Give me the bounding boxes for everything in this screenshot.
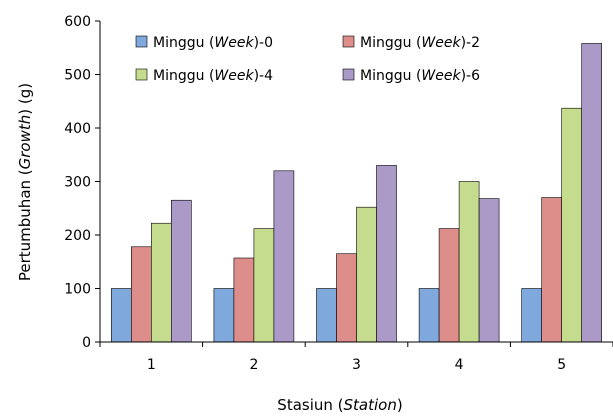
y-tick-label: 600 (64, 14, 91, 30)
legend-label-2: Minggu (Week)-4 (153, 68, 273, 84)
legend: Minggu (Week)-0 Minggu (Week)-2 Minggu (We… (135, 35, 480, 84)
legend-label-0: Minggu (Week)-0 (153, 35, 273, 51)
bar-series-3-cat-5 (581, 43, 603, 343)
bar-series-1-cat-2 (233, 257, 255, 343)
y-tick-label: 500 (64, 68, 91, 84)
bar-series-1-cat-1 (131, 246, 152, 343)
bar-series-0-cat-4 (418, 288, 440, 343)
bar-series-1-cat-3 (336, 253, 357, 343)
x-tick-label: 5 (557, 357, 566, 373)
legend-label-1: Minggu (Week)-2 (360, 35, 480, 51)
y-tick-label: 200 (64, 228, 91, 244)
bars-group (111, 43, 603, 343)
bar-series-2-cat-1 (151, 222, 172, 343)
bar-series-3-cat-3 (376, 165, 397, 343)
y-axis-label: Pertumbuhan (Growth) (g) (16, 83, 34, 281)
y-tick-label: 300 (64, 175, 91, 191)
x-axis-label: Stasiun (Station) (277, 396, 402, 414)
y-tick-label: 400 (64, 121, 91, 137)
x-tick-label: 4 (455, 357, 464, 373)
bar-series-0-cat-1 (111, 288, 132, 343)
bar-series-3-cat-2 (273, 170, 295, 343)
bar-series-0-cat-5 (521, 288, 543, 343)
legend-swatch-1 (342, 35, 355, 48)
bar-series-0-cat-3 (316, 288, 337, 343)
bar-series-3-cat-4 (478, 198, 500, 343)
bar-series-2-cat-2 (253, 228, 275, 343)
legend-label-3: Minggu (Week)-6 (360, 68, 480, 84)
bar-series-2-cat-4 (458, 181, 480, 343)
bar-series-2-cat-3 (356, 206, 377, 343)
x-tick-label: 2 (249, 357, 258, 373)
legend-swatch-0 (135, 35, 148, 48)
bar-series-1-cat-5 (541, 197, 563, 343)
x-tick-label: 1 (147, 357, 156, 373)
bar-series-3-cat-1 (171, 199, 192, 343)
bar-series-1-cat-4 (438, 228, 460, 343)
x-tick-label: 3 (352, 357, 361, 373)
legend-swatch-2 (135, 68, 148, 81)
x-ticks-group: 1 2 3 4 5 (99, 342, 613, 373)
y-tick-label: 100 (64, 282, 91, 298)
y-tick-label: 0 (82, 335, 91, 351)
bar-series-0-cat-2 (213, 288, 235, 343)
y-ticks-group: 0 100 200 300 400 500 600 (64, 14, 100, 351)
bar-series-2-cat-5 (561, 107, 583, 343)
legend-swatch-3 (342, 68, 355, 81)
